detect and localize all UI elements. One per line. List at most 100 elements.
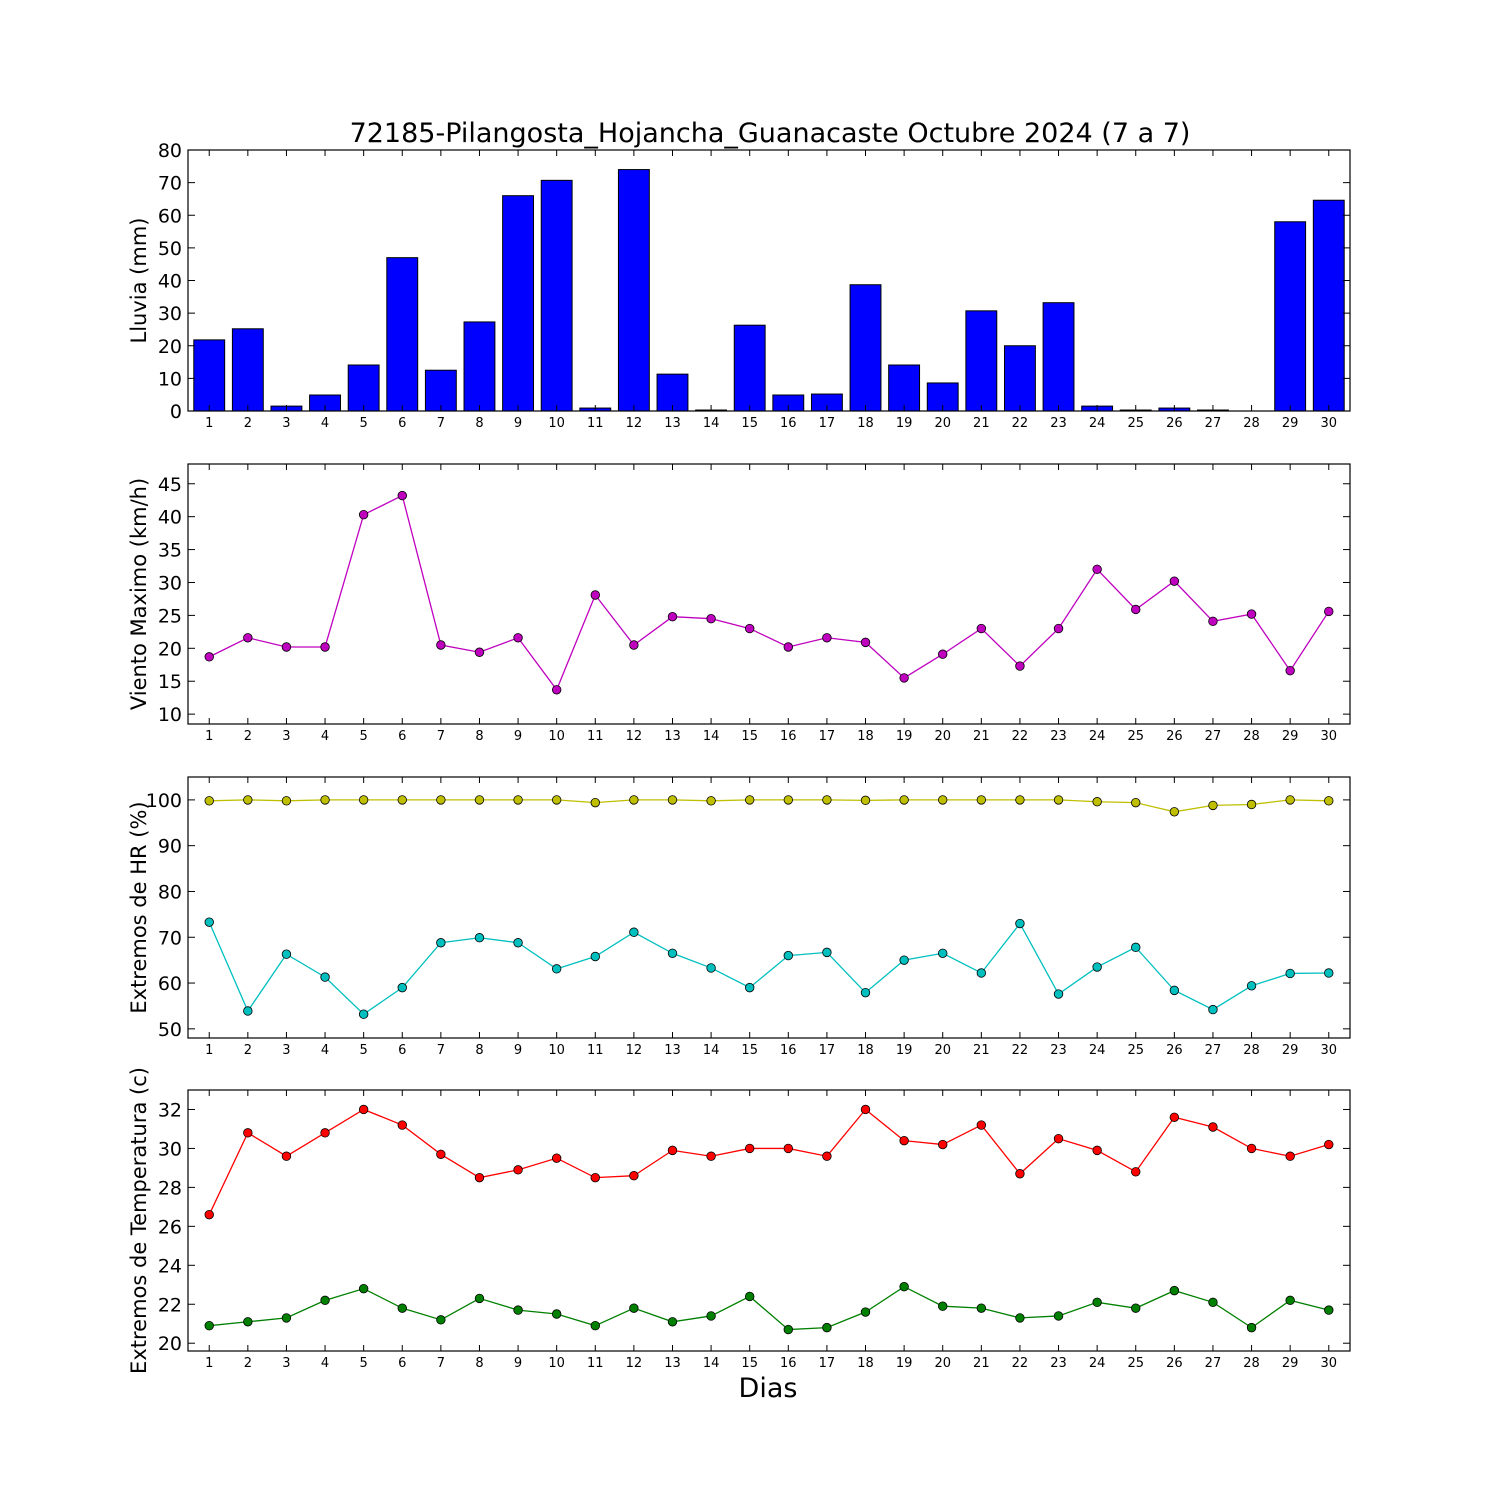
point-s2-day-27: [1208, 1297, 1218, 1308]
x-tick-label: 3: [282, 729, 290, 744]
x-tick-label: 28: [1243, 729, 1260, 744]
x-tick-label: 21: [973, 1356, 990, 1371]
x-tick-label: 26: [1166, 729, 1183, 744]
x-tick-label: 12: [626, 416, 643, 431]
x-tick-label: 25: [1127, 1356, 1144, 1371]
point-s2-day-10: [551, 1309, 562, 1319]
x-tick-label: 27: [1205, 729, 1222, 744]
point-s1-day-13: [667, 795, 678, 805]
point-s1-day-19: [899, 673, 909, 683]
point-s1-day-1: [204, 1209, 214, 1220]
x-tick-label: 9: [514, 1356, 522, 1371]
bar-day-5: [347, 364, 380, 412]
x-tick-label: 16: [780, 1356, 797, 1371]
point-s1-day-15: [745, 795, 755, 805]
point-s1-day-13: [667, 612, 678, 622]
series-line-2: [208, 921, 1329, 1016]
point-s1-day-17: [822, 795, 832, 805]
point-s1-day-18: [860, 1104, 871, 1115]
x-tick-label: 22: [1012, 1356, 1029, 1371]
point-s2-day-15: [745, 1291, 755, 1302]
point-s1-day-7: [436, 795, 446, 805]
point-s2-day-10: [551, 964, 562, 974]
x-tick-label: 8: [475, 416, 483, 431]
point-s2-day-22: [1015, 1313, 1025, 1323]
point-s1-day-2: [243, 633, 253, 643]
x-tick-label: 1: [205, 1043, 213, 1058]
y-tick-label: 20: [158, 638, 182, 660]
point-s2-day-1: [204, 1320, 214, 1331]
bar-day-13: [656, 373, 689, 412]
y-tick-label: 30: [158, 572, 182, 594]
point-s1-day-14: [706, 613, 716, 624]
bar-day-15: [733, 324, 766, 412]
bar-day-29: [1274, 221, 1307, 412]
x-tick-label: 11: [587, 729, 604, 744]
x-tick-label: 23: [1050, 416, 1067, 431]
point-s2-day-20: [938, 948, 948, 958]
point-s1-day-19: [899, 1135, 909, 1146]
x-tick-label: 12: [626, 1356, 643, 1371]
y-tick-label: 10: [158, 368, 182, 390]
y-tick-label: 50: [158, 1019, 182, 1041]
series-line-1: [209, 799, 1329, 813]
x-tick-label: 18: [857, 729, 874, 744]
point-s1-day-16: [783, 642, 794, 652]
point-s2-day-1: [204, 917, 214, 927]
point-s2-day-18: [860, 1307, 871, 1317]
x-tick-label: 25: [1127, 416, 1144, 431]
x-tick-label: 7: [437, 729, 445, 744]
x-tick-label: 23: [1050, 1356, 1067, 1371]
point-s1-day-20: [938, 795, 948, 805]
y-tick-label: 70: [158, 927, 182, 949]
point-s2-day-13: [667, 1317, 678, 1327]
point-s1-day-11: [590, 1172, 600, 1183]
point-s2-day-29: [1285, 1295, 1295, 1306]
y-tick-label: 80: [158, 140, 182, 162]
point-s2-day-30: [1324, 1305, 1334, 1315]
y-tick-label: 50: [158, 238, 182, 260]
y-tick-label: 15: [158, 671, 182, 693]
point-s2-day-27: [1208, 1004, 1218, 1015]
x-tick-label: 9: [514, 729, 522, 744]
x-tick-label: 20: [934, 729, 951, 744]
point-s1-day-6: [397, 795, 407, 805]
point-s2-day-20: [938, 1301, 948, 1311]
point-s1-day-29: [1285, 1151, 1295, 1161]
point-s2-day-16: [783, 950, 794, 961]
x-tick-label: 20: [934, 1356, 951, 1371]
point-s1-day-5: [358, 1104, 369, 1115]
y-tick-label: 60: [158, 205, 182, 227]
point-s2-day-26: [1169, 1285, 1180, 1296]
x-tick-label: 28: [1243, 1043, 1260, 1058]
x-tick-label: 27: [1205, 1043, 1222, 1058]
x-tick-label: 1: [205, 416, 213, 431]
x-tick-label: 9: [514, 416, 522, 431]
x-tick-label: 26: [1166, 1043, 1183, 1058]
point-s1-day-28: [1246, 799, 1257, 810]
x-tick-label: 11: [587, 1043, 604, 1058]
point-s1-day-10: [551, 685, 562, 695]
point-s1-day-21: [976, 795, 987, 805]
point-s1-day-24: [1092, 797, 1102, 807]
point-s2-day-23: [1053, 989, 1064, 999]
x-tick-label: 24: [1089, 1043, 1106, 1058]
point-s1-day-5: [358, 795, 369, 805]
y-tick-label: 0: [170, 401, 182, 423]
x-tick-label: 11: [587, 1356, 604, 1371]
point-s1-day-8: [474, 647, 485, 657]
x-tick-label: 25: [1127, 1043, 1144, 1058]
x-tick-label: 8: [475, 1356, 483, 1371]
y-tick-label: 28: [158, 1177, 182, 1199]
point-s1-day-27: [1208, 616, 1218, 627]
point-s1-day-25: [1131, 1167, 1141, 1177]
x-tick-label: 15: [741, 1043, 758, 1058]
x-tick-label: 13: [664, 1356, 681, 1371]
x-tick-label: 2: [244, 1043, 252, 1058]
x-tick-label: 16: [780, 1043, 797, 1058]
point-s1-day-28: [1246, 1143, 1257, 1154]
point-s2-day-2: [243, 1006, 253, 1016]
